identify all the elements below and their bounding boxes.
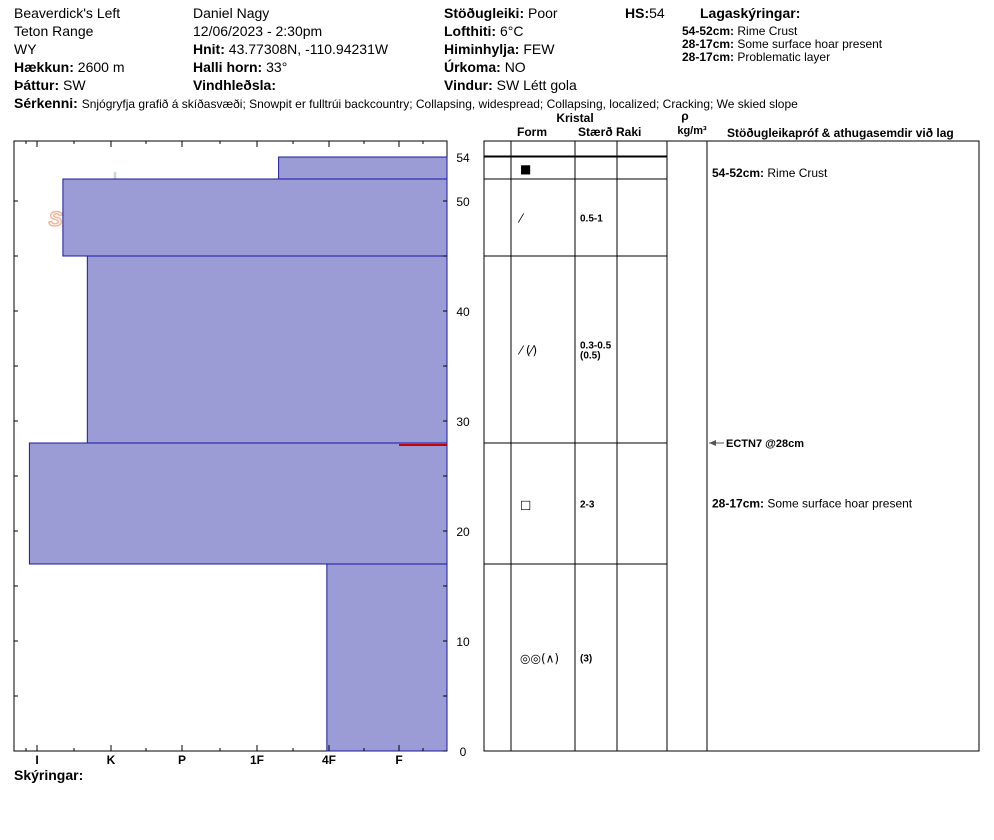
x-tick-label: F bbox=[395, 753, 402, 767]
coords-value: 43.77308N, -110.94231W bbox=[228, 41, 389, 57]
elevation-label: Hækkun: bbox=[14, 59, 74, 75]
legend-range: 28-17cm: bbox=[682, 50, 735, 64]
wind-value: SW Létt gola bbox=[496, 77, 577, 93]
stability-value: Poor bbox=[528, 5, 558, 21]
x-tick-label: P bbox=[178, 753, 186, 767]
layer-bar bbox=[86, 255, 448, 444]
air-temp-value: 6°C bbox=[499, 23, 524, 39]
grain-form-icon: □ bbox=[520, 498, 531, 512]
legend-item: 54-52cm: Rime Crust bbox=[682, 25, 797, 38]
features-value: Snjógryfja grafið á skíðasvæði; Snowpit … bbox=[81, 97, 798, 111]
legend-range: 28-17cm: bbox=[682, 37, 735, 51]
features-label: Sérkenni: bbox=[14, 95, 78, 111]
x-tick-label: K bbox=[107, 753, 116, 767]
header-comments: Stöðugleikapróf & athugasemdir við lag bbox=[727, 126, 954, 140]
aspect: Þáttur: SW bbox=[14, 76, 86, 94]
header-moisture: Raki bbox=[616, 125, 641, 139]
sky-cover: Himinhylja: FEW bbox=[444, 40, 554, 58]
slope-value: 33° bbox=[266, 59, 288, 75]
datetime: 12/06/2023 - 2:30pm bbox=[193, 23, 323, 39]
legend-item: 28-17cm: Problematic layer bbox=[682, 51, 830, 64]
grain-size: 0.5-1 bbox=[580, 214, 603, 225]
y-tick-label: 20 bbox=[456, 525, 470, 539]
grain-form-icon: ⁄ bbox=[517, 212, 525, 226]
notes-label: Skýringar: bbox=[14, 767, 84, 783]
layer-bar bbox=[278, 156, 448, 180]
header-density-unit: kg/m³ bbox=[677, 125, 707, 137]
legend-text: Some surface hoar present bbox=[737, 37, 883, 51]
layer-bar bbox=[326, 563, 448, 752]
layer-comment: 54-52cm: Rime Crust bbox=[712, 166, 828, 180]
comment-range: 54-52cm: bbox=[712, 166, 767, 180]
sky-value: FEW bbox=[523, 41, 555, 57]
elevation: Hækkun: 2600 m bbox=[14, 58, 125, 76]
x-tick-label: I bbox=[35, 753, 38, 767]
header-rho: ρ bbox=[681, 109, 688, 123]
layer-table-frame bbox=[483, 140, 980, 752]
sky-label: Himinhylja: bbox=[444, 41, 520, 57]
slope-angle: Halli horn: 33° bbox=[193, 58, 287, 76]
x-tick-label: 1F bbox=[250, 753, 264, 767]
x-tick-label: 4F bbox=[322, 753, 336, 767]
hs-label: HS: bbox=[625, 5, 650, 21]
coordinates: Hnit: 43.77308N, -110.94231W bbox=[193, 40, 388, 58]
aspect-value: SW bbox=[63, 77, 86, 93]
grain-size: 2-3 bbox=[580, 500, 595, 511]
coords-label: Hnit: bbox=[193, 41, 225, 57]
y-tick-label: 40 bbox=[456, 305, 470, 319]
comment-range: 28-17cm: bbox=[712, 497, 767, 511]
precip-label: Úrkoma: bbox=[444, 59, 501, 75]
wind-loading-label: Vindhleðsla: bbox=[193, 77, 276, 93]
header-size: Stærð bbox=[578, 125, 613, 139]
observer: Daniel Nagy bbox=[193, 5, 270, 21]
grain-form-icon: ■ bbox=[520, 162, 531, 176]
range: Teton Range bbox=[14, 23, 94, 39]
air-temp-label: Lofthiti: bbox=[444, 23, 497, 39]
grain-form-icon: ◎◎(∧) bbox=[520, 652, 559, 666]
location: Beaverdick's Left bbox=[14, 5, 121, 21]
header-kristal: Kristal bbox=[556, 111, 593, 125]
precipitation: Úrkoma: NO bbox=[444, 58, 526, 76]
header-form: Form bbox=[517, 125, 547, 139]
y-tick-label: 50 bbox=[456, 195, 470, 209]
stability: Stöðugleiki: Poor bbox=[444, 4, 558, 22]
aspect-label: Þáttur: bbox=[14, 77, 60, 93]
grain-size: (3) bbox=[580, 654, 592, 665]
arrow-icon bbox=[709, 440, 716, 446]
precip-value: NO bbox=[504, 59, 526, 75]
stability-test-label: ECTN7 @28cm bbox=[726, 438, 804, 450]
hs-value: 54 bbox=[649, 5, 665, 21]
y-tick-label: 10 bbox=[456, 635, 470, 649]
y-tick-label: 30 bbox=[456, 415, 470, 429]
y-tick-label: 54 bbox=[456, 151, 470, 165]
legend-title: Lagaskýringar: bbox=[700, 5, 801, 21]
features: Sérkenni: Snjógryfja grafið á skíðasvæði… bbox=[14, 94, 798, 113]
legend-range: 54-52cm: bbox=[682, 24, 735, 38]
grain-size: (0.5) bbox=[580, 351, 601, 362]
comment-text: Rime Crust bbox=[767, 166, 828, 180]
layer-bar bbox=[62, 178, 448, 257]
slope-label: Halli horn: bbox=[193, 59, 263, 75]
legend-text: Problematic layer bbox=[737, 50, 831, 64]
wind-label: Vindur: bbox=[444, 77, 493, 93]
state: WY bbox=[14, 41, 37, 57]
grain-size: 0.3-0.5 bbox=[580, 341, 612, 352]
legend-text: Rime Crust bbox=[737, 24, 798, 38]
layer-bar bbox=[28, 442, 448, 565]
comment-text: Some surface hoar present bbox=[767, 497, 912, 511]
grain-form-icon: ⁄ (⁄) bbox=[517, 344, 537, 358]
wind-loading: Vindhleðsla: bbox=[193, 76, 276, 94]
wind: Vindur: SW Létt gola bbox=[444, 76, 577, 94]
legend-item: 28-17cm: Some surface hoar present bbox=[682, 38, 882, 51]
y-tick-label: 0 bbox=[460, 745, 467, 759]
air-temp: Lofthiti: 6°C bbox=[444, 22, 523, 40]
layer-comment: 28-17cm: Some surface hoar present bbox=[712, 497, 913, 511]
elevation-value: 2600 m bbox=[77, 59, 125, 75]
stability-label: Stöðugleiki: bbox=[444, 5, 525, 21]
snow-height: HS:54 bbox=[625, 4, 665, 22]
